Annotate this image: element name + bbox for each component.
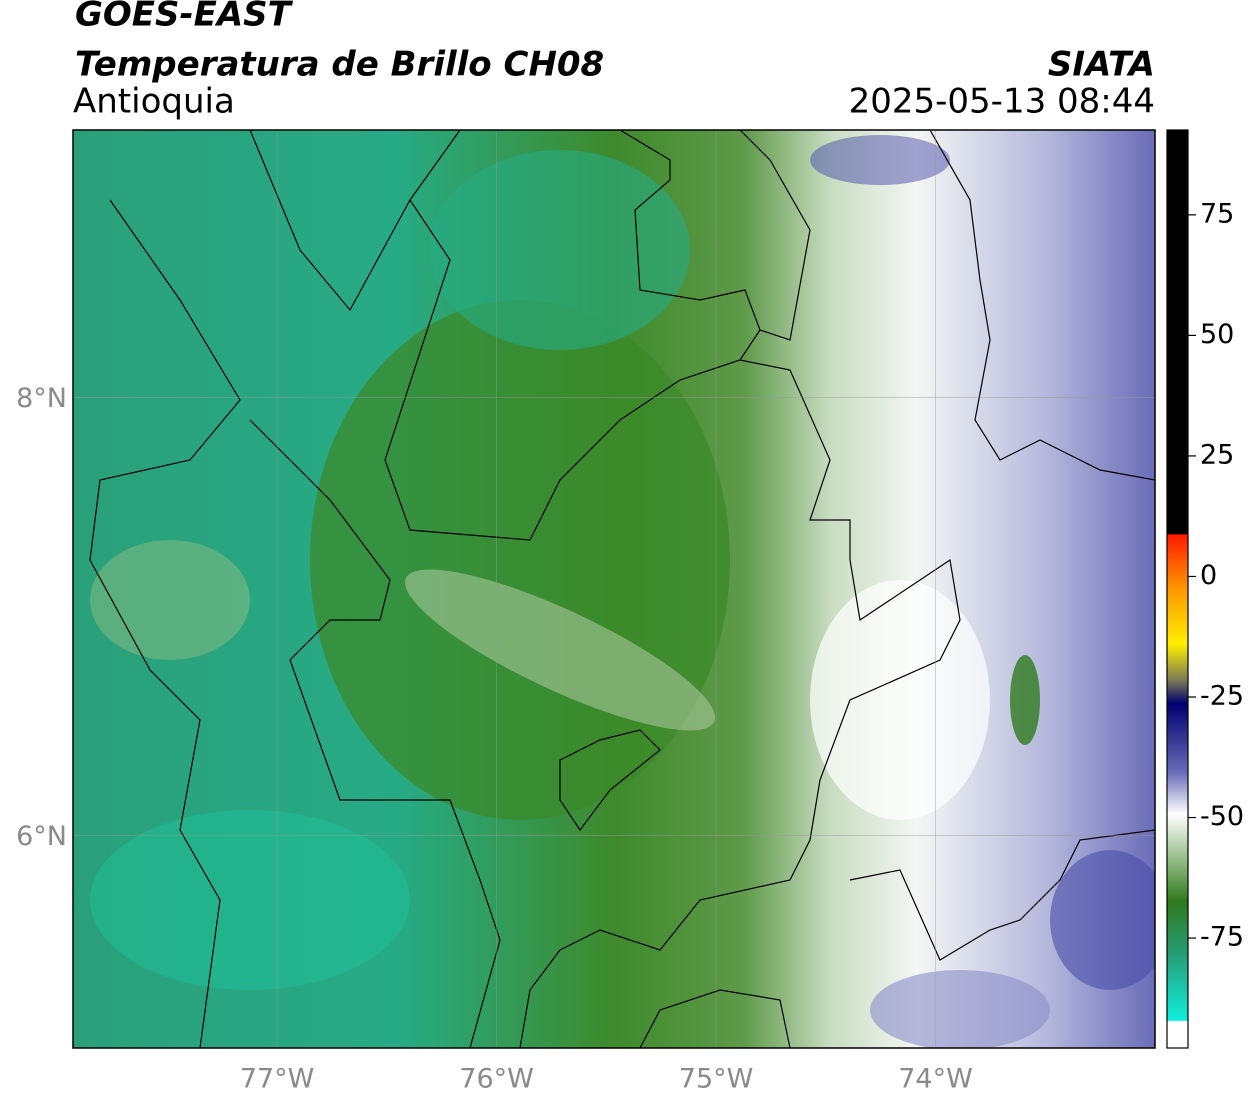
colorbar-label: -50	[1200, 801, 1244, 832]
agency: GOES-EAST	[75, 0, 294, 35]
colorbar-label: 75	[1200, 198, 1234, 229]
colorbar	[1166, 129, 1189, 1049]
colorbar-label: 0	[1200, 560, 1217, 591]
colorbar-label: 25	[1200, 439, 1234, 470]
lon-label: 75°W	[679, 1064, 754, 1095]
lon-label: 74°W	[898, 1064, 973, 1095]
colorbar-label: -25	[1200, 681, 1244, 712]
lon-label: 77°W	[240, 1064, 315, 1095]
source: SIATA	[1048, 45, 1155, 85]
lon-label: 76°W	[459, 1064, 534, 1095]
colorbar-label: 50	[1200, 319, 1234, 350]
lat-label: 6°N	[16, 821, 67, 852]
product: Temperatura de Brillo CH08	[75, 45, 604, 85]
colorbar-label: -75	[1200, 922, 1244, 953]
map-frame	[72, 129, 1156, 1049]
datetime: 2025-05-13 08:44	[849, 82, 1155, 122]
colorbar-ticks: 75 50 25 0 -25 -50 -75	[1188, 198, 1244, 953]
region: Antioquia	[73, 82, 235, 122]
lat-label: 8°N	[16, 383, 67, 414]
satellite-image	[73, 130, 1155, 1048]
graticule: 77°W 76°W 75°W 74°W 8°N 6°N	[16, 130, 1155, 1095]
